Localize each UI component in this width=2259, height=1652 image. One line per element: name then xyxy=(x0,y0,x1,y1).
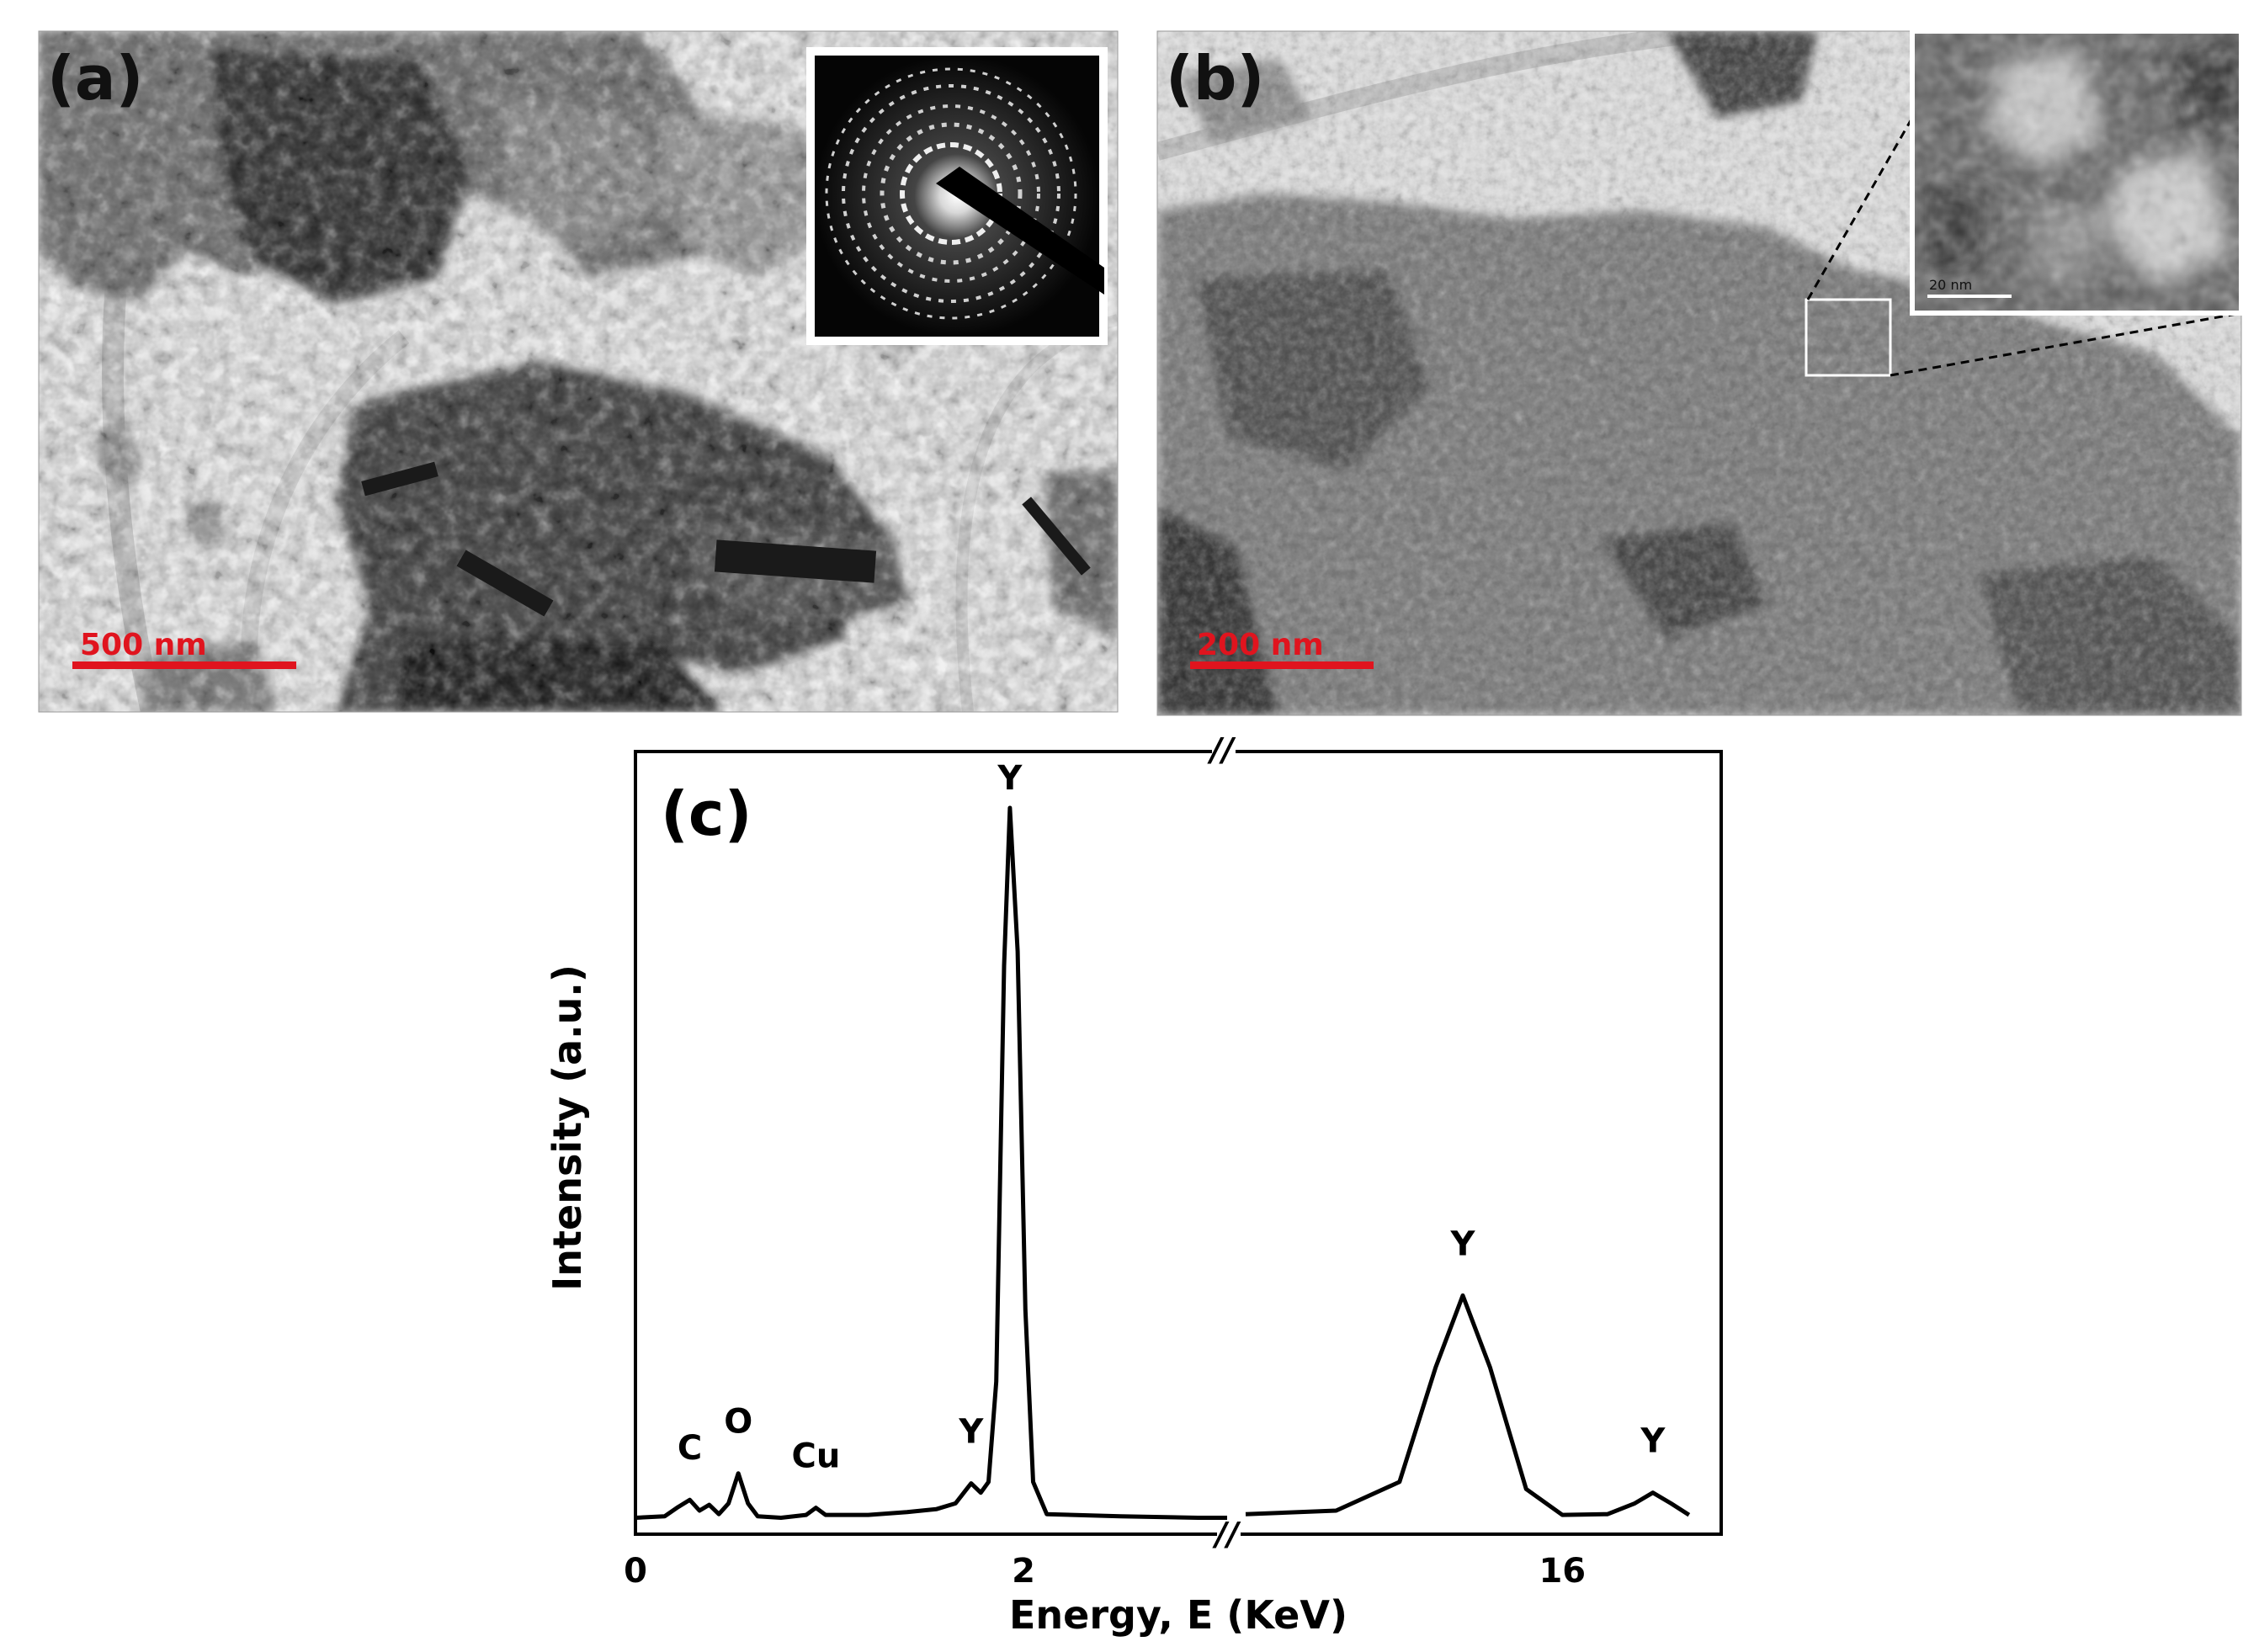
peak-labels: CO Cu Y Y Y Y xyxy=(678,759,1666,1476)
x-tick-2: 2 xyxy=(1012,1552,1035,1591)
saed-inset xyxy=(806,47,1108,345)
diffraction-rings xyxy=(825,67,1077,320)
peak-label-y-5: Y xyxy=(1450,1224,1476,1263)
x-axis-label: Energy, E (KeV) xyxy=(1009,1592,1347,1638)
peak-label-c-0: C xyxy=(678,1429,702,1468)
bottom-axis-break-mark: // xyxy=(1212,1516,1241,1553)
top-axis-break-mark: // xyxy=(1207,731,1236,768)
eds-chart: // // CO Cu Y Y Y Y (c) 0 2 16 Energy, E (KeV… xyxy=(545,731,1723,1638)
peak-label-y-4: Y xyxy=(997,759,1023,798)
beam-stop xyxy=(936,167,1104,295)
peak-label-o-1: O xyxy=(724,1403,752,1442)
panel-c-label: (c) xyxy=(661,778,752,849)
hrtem-inset: 20 nm xyxy=(1910,29,2244,316)
zoom-region-box xyxy=(1805,298,1892,377)
panel-b-scale-label: 200 nm xyxy=(1197,628,1324,662)
x-tick-labels: 0 2 16 xyxy=(624,1552,1586,1591)
x-tick-0: 0 xyxy=(624,1552,647,1591)
y-axis-label: Intensity (a.u.) xyxy=(545,964,590,1291)
inset-scale-bar xyxy=(1927,295,2012,298)
panel-a-scale-label: 500 nm xyxy=(80,628,207,662)
panel-a-border xyxy=(38,30,1119,713)
top-axis-break-gap xyxy=(1212,745,1236,758)
panel-b-label: (b) xyxy=(1166,43,1264,114)
inset-scale-label: 20 nm xyxy=(1929,277,1972,293)
panel-a-label: (a) xyxy=(47,43,143,114)
peak-label-y-6: Y xyxy=(1640,1422,1666,1461)
bottom-axis-break-gap xyxy=(1217,1527,1241,1541)
zoom-connector-bottom xyxy=(1890,311,2242,377)
x-tick-16: 16 xyxy=(1539,1552,1586,1591)
zoom-connector-top xyxy=(1806,117,1914,300)
panel-b-scale-bar: 200 nm xyxy=(1190,628,1374,669)
rod-crystals xyxy=(361,461,1091,617)
panel-b-border xyxy=(1156,30,2242,716)
panel-a-scale-bar: 500 nm xyxy=(72,628,296,669)
peak-label-y-3: Y xyxy=(958,1413,984,1452)
plot-frame xyxy=(634,750,1723,1536)
peak-label-cu-2: Cu xyxy=(791,1437,840,1476)
spectrum-line xyxy=(635,805,1691,1520)
